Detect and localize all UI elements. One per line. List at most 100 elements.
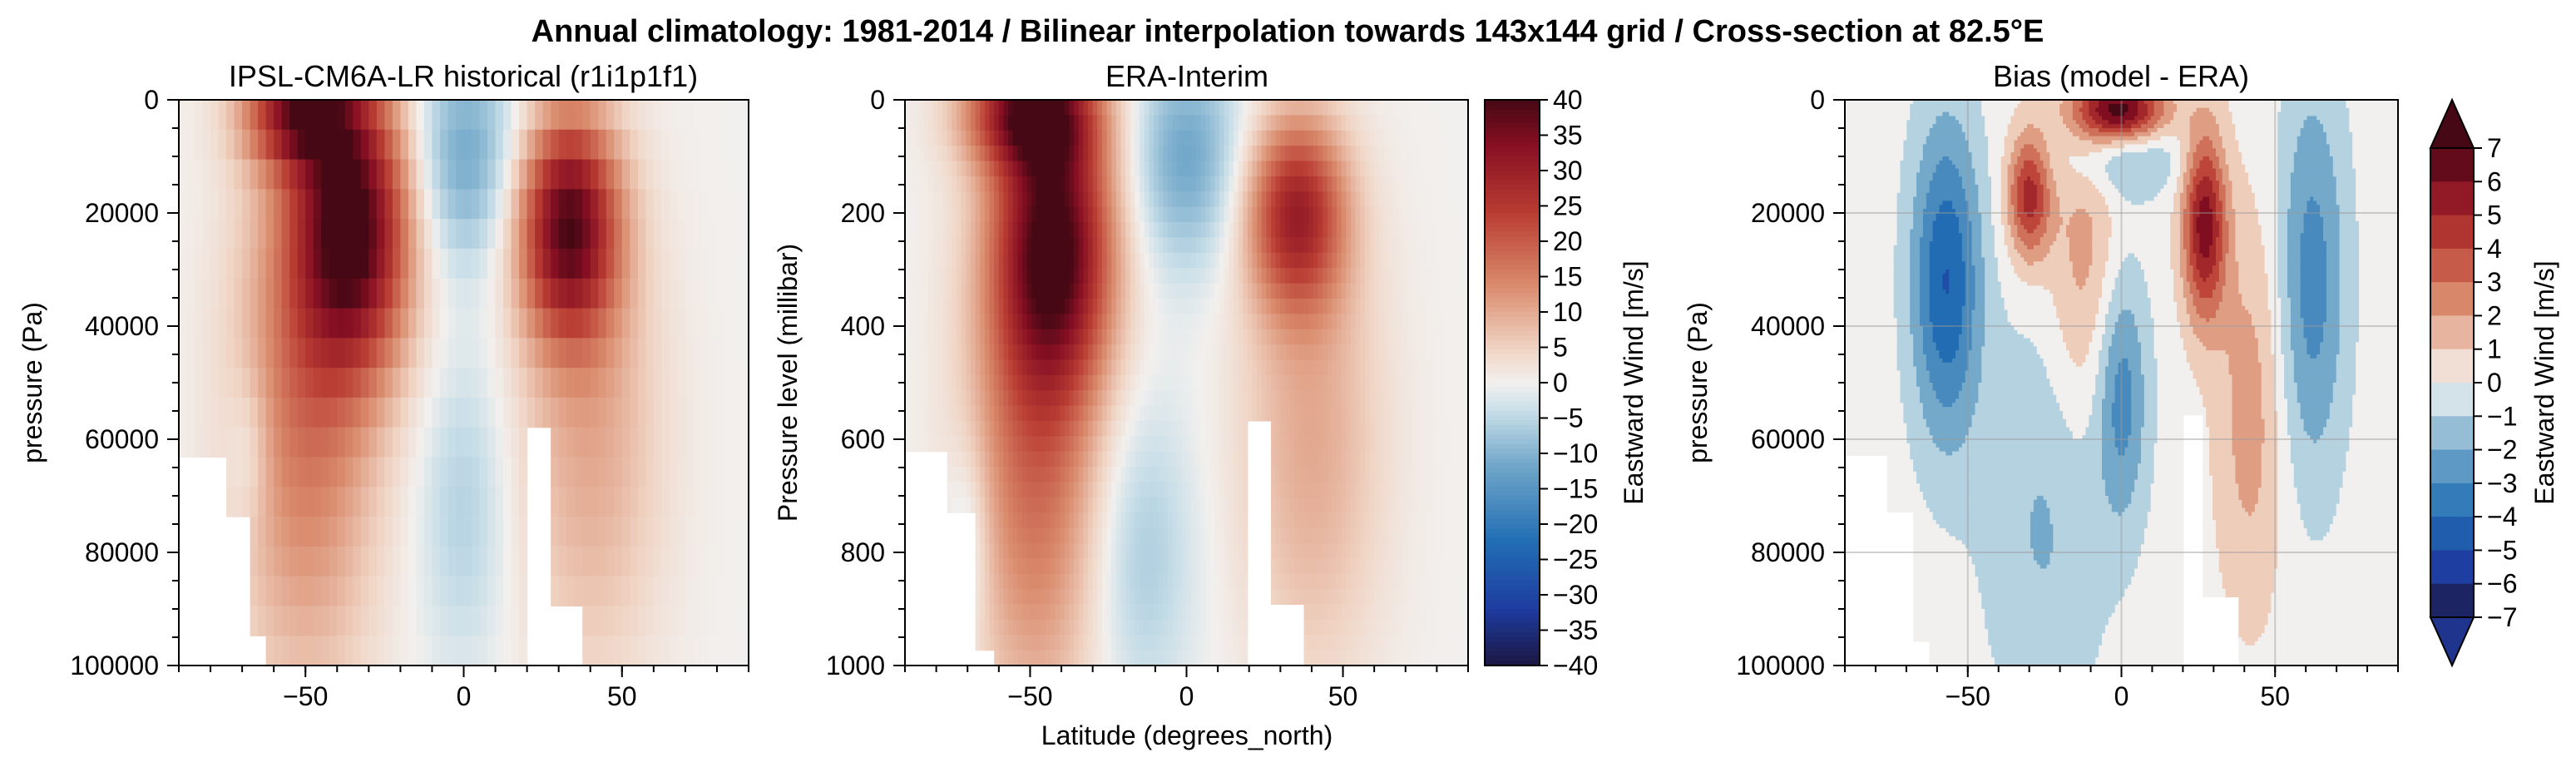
- colorbar-segment: [1485, 585, 1540, 591]
- colorbar-segment: [1485, 354, 1540, 360]
- colorbar-segment: [1485, 581, 1540, 586]
- colorbar-segment: [1485, 482, 1540, 487]
- colorbar-tick-label: −3: [2487, 468, 2517, 498]
- colorbar-segment: [1485, 510, 1540, 516]
- colorbar-tick-label: 25: [1553, 191, 1583, 221]
- x-tick-label: 0: [2114, 681, 2129, 711]
- colorbar-tick-label: −15: [1553, 474, 1598, 504]
- colorbar-segment: [1485, 562, 1540, 567]
- colorbar-segment: [1485, 245, 1540, 251]
- colorbar-tick-label: −30: [1553, 580, 1598, 610]
- panel-era-axes: −50 0 50 0 200 400 600 800 1000: [826, 85, 1469, 711]
- colorbar-segment: [1485, 496, 1540, 502]
- colorbar-segment: [2430, 517, 2474, 551]
- colorbar-segment: [1485, 519, 1540, 525]
- panel-model-axes: −50 0 50 0 20000 40000 60000 80000 100000: [70, 85, 749, 711]
- colorbar-segment: [1485, 533, 1540, 539]
- colorbar-segment: [1485, 429, 1540, 435]
- colorbar-segment: [1485, 505, 1540, 511]
- colorbar-segment: [2430, 482, 2474, 517]
- y-tick-label: 80000: [1751, 537, 1825, 567]
- colorbar-segment: [1485, 279, 1540, 285]
- colorbar-segment: [1485, 590, 1540, 596]
- colorbar-segment: [1485, 203, 1540, 209]
- colorbar-segment: [1485, 231, 1540, 237]
- colorbar-segment: [1485, 171, 1540, 176]
- colorbar-segment: [1485, 321, 1540, 327]
- y-tick-label: 1000: [826, 651, 885, 680]
- figure-title: Annual climatology: 1981-2014 / Bilinear…: [532, 14, 2044, 49]
- x-tick-label: 50: [607, 681, 637, 711]
- colorbar-tick-label: 35: [1553, 121, 1583, 151]
- colorbar-segment: [1485, 637, 1540, 643]
- colorbar-wind: 40 35 30 25 20 15 10 5 0 −5 −10 −15 −20 −25 −30 −35 −40: [1484, 85, 1598, 680]
- y-tick-label: 800: [841, 537, 885, 567]
- colorbar-segment: [1485, 142, 1540, 148]
- colorbar-segment: [1485, 194, 1540, 200]
- colorbar-tick-label: −6: [2487, 569, 2517, 599]
- colorbar-segment: [2430, 583, 2474, 618]
- colorbar-tick-label: 3: [2487, 267, 2502, 297]
- colorbar-segment: [1485, 609, 1540, 615]
- y-tick-label: 80000: [85, 537, 159, 567]
- panel-era-xlabel: Latitude (degrees_north): [1041, 720, 1332, 750]
- colorbar-segment: [1485, 500, 1540, 506]
- colorbar-segment: [1485, 443, 1540, 449]
- x-tick-label: −50: [1946, 681, 1990, 711]
- y-tick-label: 60000: [85, 424, 159, 454]
- colorbar-segment: [1485, 420, 1540, 426]
- y-tick-label: 20000: [85, 198, 159, 228]
- colorbar-segment: [1485, 344, 1540, 350]
- colorbar-segment: [1485, 401, 1540, 407]
- colorbar-segment: [1485, 567, 1540, 572]
- colorbar-segment: [1485, 137, 1540, 143]
- colorbar-segment: [1485, 571, 1540, 576]
- y-tick-label: 60000: [1751, 424, 1825, 454]
- colorbar-segment: [1485, 227, 1540, 233]
- y-tick-label: 40000: [85, 311, 159, 341]
- colorbar-segment: [1485, 123, 1540, 129]
- colorbar-segment: [1485, 604, 1540, 610]
- colorbar-segment: [1485, 434, 1540, 440]
- colorbar-segment: [1485, 439, 1540, 445]
- colorbar-tick-label: −10: [1553, 438, 1598, 468]
- colorbar-segment: [1485, 656, 1540, 661]
- colorbar-segment: [1485, 100, 1540, 106]
- colorbar-tick-label: 4: [2487, 234, 2502, 264]
- y-tick-label: 0: [1810, 85, 1825, 115]
- colorbar-segment: [2430, 550, 2474, 585]
- colorbar-segment: [1485, 274, 1540, 280]
- colorbar-segment: [2430, 416, 2474, 451]
- colorbar-segment: [1485, 236, 1540, 242]
- colorbar-bias-label: Eastward Wind [m/s]: [2529, 260, 2559, 504]
- x-tick-label: −50: [1007, 681, 1052, 711]
- colorbar-tick-label: 0: [2487, 368, 2502, 398]
- colorbar-segment: [1485, 641, 1540, 647]
- colorbar-tick-label: 2: [2487, 300, 2502, 330]
- panel-model: IPSL-CM6A-LR historical (r1i1p1f1) −50 0 5…: [17, 59, 749, 711]
- colorbar-segment: [1485, 397, 1540, 403]
- colorbar-tick-label: 20: [1553, 226, 1583, 256]
- panel-bias-title: Bias (model - ERA): [1993, 59, 2249, 93]
- colorbar-wind-label: Eastward Wind [m/s]: [1619, 260, 1649, 504]
- colorbar-segment: [1485, 298, 1540, 304]
- colorbar-segment: [1485, 378, 1540, 384]
- colorbar-tick-label: 15: [1553, 262, 1583, 292]
- colorbar-segment: [1485, 180, 1540, 186]
- y-tick-label: 200: [841, 198, 885, 228]
- panel-bias-field: [1845, 100, 2399, 666]
- colorbar-segment: [1485, 128, 1540, 134]
- panel-model-field: [179, 100, 749, 666]
- x-tick-label: 0: [457, 681, 472, 711]
- colorbar-segment: [1485, 293, 1540, 299]
- colorbar-segment: [1485, 528, 1540, 534]
- colorbar-segment: [1485, 199, 1540, 205]
- colorbar-tick-label: 7: [2487, 133, 2502, 163]
- colorbar-segment: [1485, 359, 1540, 364]
- colorbar-segment: [1485, 576, 1540, 581]
- panel-era-ylabel: Pressure level (millibar): [773, 244, 803, 522]
- panel-bias-axes: −50 0 50 0 20000 40000 60000 80000 100000: [1736, 85, 2399, 711]
- colorbar-segment: [2430, 383, 2474, 417]
- colorbar-segment: [1485, 222, 1540, 228]
- colorbar-segment: [1485, 514, 1540, 520]
